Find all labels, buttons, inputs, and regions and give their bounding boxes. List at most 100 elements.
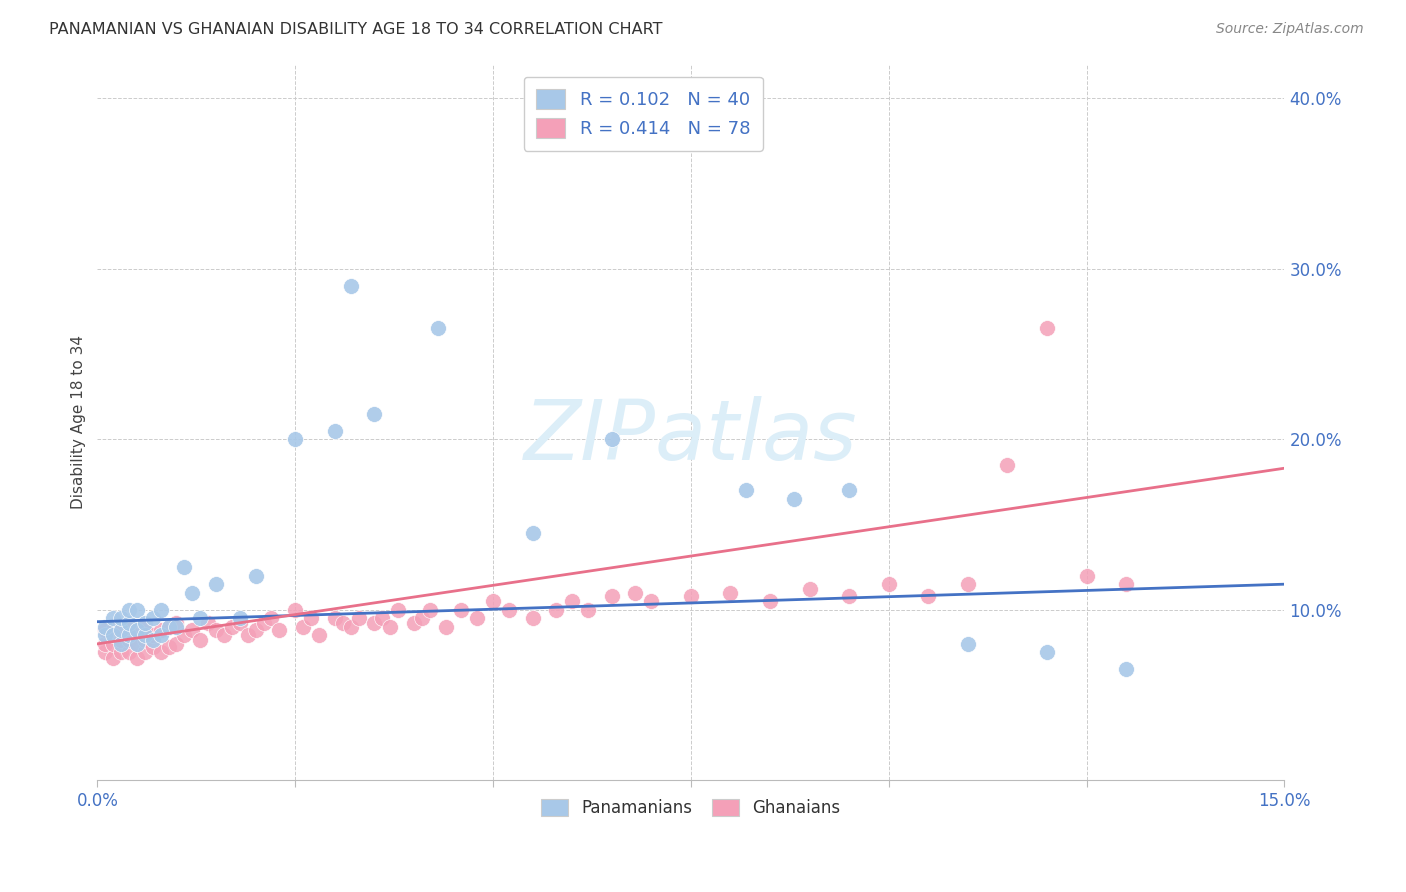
Point [118, 633, 141, 648]
Point [245, 568, 267, 582]
Point [101, 624, 124, 638]
Point [157, 620, 180, 634]
Point [252, 616, 274, 631]
Point [411, 611, 433, 625]
Point [799, 582, 821, 597]
Point [166, 616, 188, 631]
Point [173, 628, 195, 642]
Point [838, 483, 860, 498]
Point [94, 620, 117, 634]
Point [1115, 577, 1137, 591]
Point [735, 483, 758, 498]
Point [1076, 568, 1098, 582]
Point [101, 650, 124, 665]
Point [110, 620, 132, 634]
Point [426, 321, 449, 335]
Point [118, 628, 141, 642]
Point [997, 458, 1019, 472]
Point [142, 611, 165, 625]
Point [125, 637, 148, 651]
Point [134, 645, 156, 659]
Point [465, 611, 488, 625]
Point [149, 645, 172, 659]
Point [576, 603, 599, 617]
Text: PANAMANIAN VS GHANAIAN DISABILITY AGE 18 TO 34 CORRELATION CHART: PANAMANIAN VS GHANAIAN DISABILITY AGE 18… [49, 22, 662, 37]
Point [546, 603, 568, 617]
Point [720, 585, 742, 599]
Point [269, 624, 291, 638]
Point [371, 611, 394, 625]
Point [149, 603, 172, 617]
Point [101, 611, 124, 625]
Point [166, 637, 188, 651]
Point [419, 603, 441, 617]
Point [339, 620, 361, 634]
Point [917, 589, 939, 603]
Point [110, 637, 132, 651]
Point [260, 611, 283, 625]
Point [157, 620, 180, 634]
Point [561, 594, 583, 608]
Point [482, 594, 505, 608]
Point [125, 637, 148, 651]
Point [181, 585, 204, 599]
Point [110, 624, 132, 638]
Point [221, 620, 243, 634]
Point [134, 620, 156, 634]
Point [94, 624, 117, 638]
Text: Source: ZipAtlas.com: Source: ZipAtlas.com [1216, 22, 1364, 37]
Text: ZIPatlas: ZIPatlas [524, 396, 858, 477]
Point [640, 594, 662, 608]
Point [110, 611, 132, 625]
Point [229, 616, 252, 631]
Point [125, 624, 148, 638]
Point [1036, 321, 1059, 335]
Point [339, 278, 361, 293]
Point [134, 616, 156, 631]
Point [181, 624, 204, 638]
Point [197, 616, 219, 631]
Y-axis label: Disability Age 18 to 34: Disability Age 18 to 34 [72, 335, 86, 509]
Point [142, 628, 165, 642]
Point [308, 628, 330, 642]
Point [498, 603, 520, 617]
Point [347, 611, 370, 625]
Point [600, 432, 623, 446]
Point [125, 624, 148, 638]
Point [245, 624, 267, 638]
Point [229, 611, 252, 625]
Point [323, 424, 346, 438]
Point [101, 637, 124, 651]
Point [759, 594, 782, 608]
Point [134, 628, 156, 642]
Point [1115, 663, 1137, 677]
Point [205, 577, 228, 591]
Point [134, 633, 156, 648]
Point [838, 589, 860, 603]
Point [142, 633, 165, 648]
Point [1036, 645, 1059, 659]
Point [188, 633, 211, 648]
Point [157, 640, 180, 655]
Point [522, 611, 544, 625]
Point [118, 603, 141, 617]
Point [600, 589, 623, 603]
Point [94, 628, 117, 642]
Point [166, 620, 188, 634]
Point [363, 616, 385, 631]
Point [450, 603, 472, 617]
Point [236, 628, 259, 642]
Point [363, 407, 385, 421]
Point [387, 603, 409, 617]
Point [118, 645, 141, 659]
Point [142, 640, 165, 655]
Point [149, 628, 172, 642]
Point [434, 620, 457, 634]
Point [877, 577, 900, 591]
Point [956, 577, 979, 591]
Point [284, 432, 307, 446]
Point [125, 603, 148, 617]
Point [94, 645, 117, 659]
Point [94, 637, 117, 651]
Legend: Panamanians, Ghanaians: Panamanians, Ghanaians [533, 791, 849, 826]
